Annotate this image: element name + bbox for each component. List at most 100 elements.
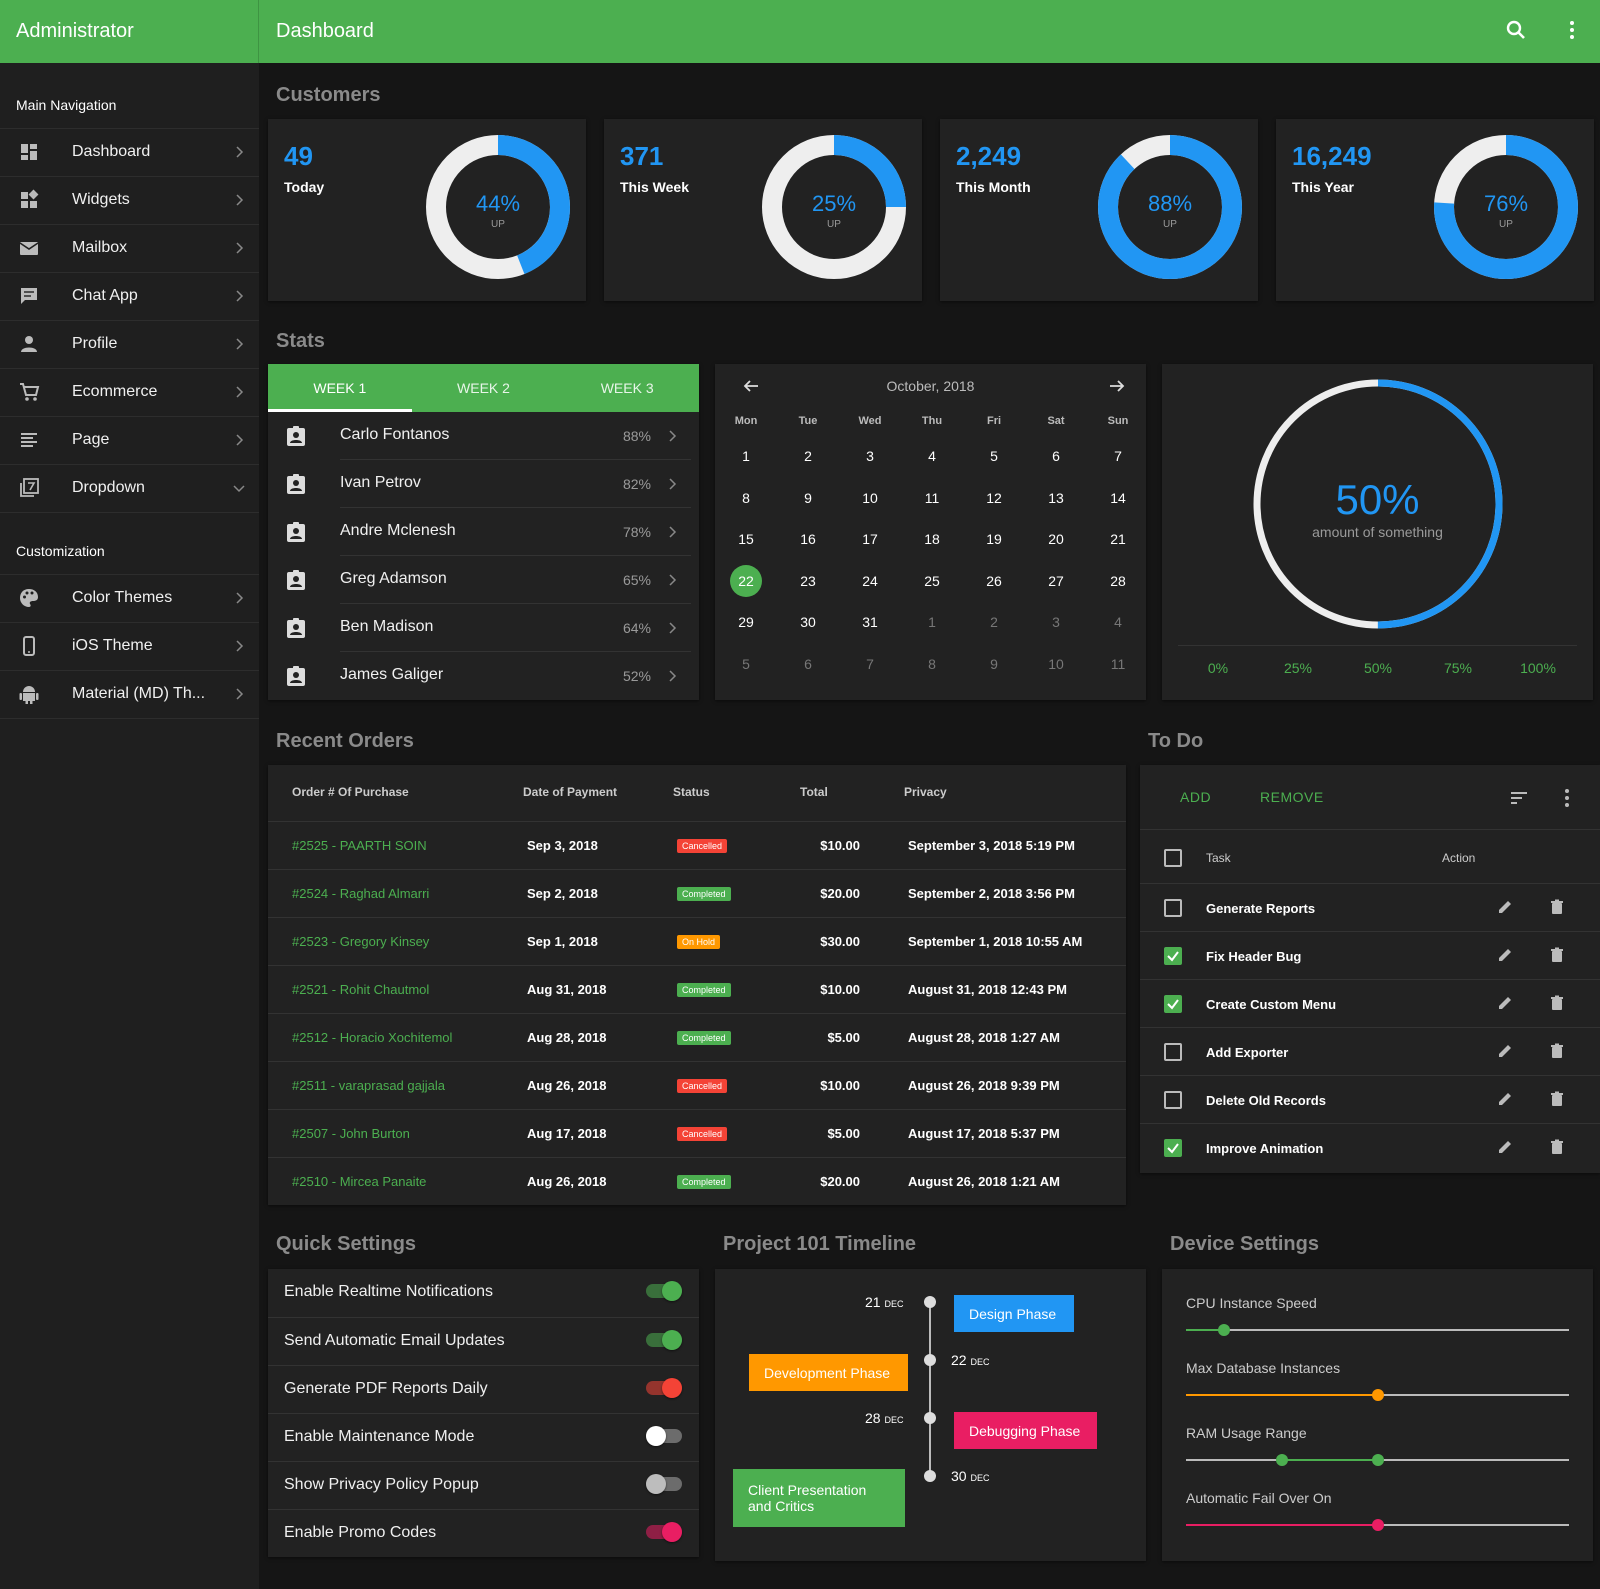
slider-thumb[interactable]	[1371, 1389, 1384, 1401]
delete-icon[interactable]	[1548, 994, 1566, 1012]
edit-icon[interactable]	[1496, 898, 1514, 916]
edit-icon[interactable]	[1496, 946, 1514, 964]
slider-automatic-fail-over-on[interactable]	[1186, 1519, 1569, 1531]
task-checkbox[interactable]	[1164, 995, 1182, 1013]
sidebar-item-page[interactable]: Page	[0, 417, 259, 465]
tab-week-1[interactable]: WEEK 1	[268, 364, 412, 412]
edit-icon[interactable]	[1496, 1042, 1514, 1060]
task-checkbox[interactable]	[1164, 899, 1182, 917]
calendar-day[interactable]: 5	[715, 648, 777, 680]
gauge-preset-button[interactable]: 75%	[1443, 660, 1473, 676]
calendar-day[interactable]: 30	[777, 606, 839, 638]
calendar-day[interactable]: 15	[715, 523, 777, 555]
list-item[interactable]: Andre Mclenesh 78%	[268, 508, 699, 556]
sidebar-item-dashboard[interactable]: Dashboard	[0, 129, 259, 177]
calendar-day[interactable]: 6	[1025, 440, 1087, 472]
calendar-day[interactable]: 9	[963, 648, 1025, 680]
slider-thumb[interactable]	[1371, 1454, 1384, 1466]
calendar-day[interactable]: 11	[901, 482, 963, 514]
sidebar-item-mailbox[interactable]: Mailbox	[0, 225, 259, 273]
delete-icon[interactable]	[1548, 1042, 1566, 1060]
calendar-day[interactable]: 3	[1025, 606, 1087, 638]
slider-thumb[interactable]	[1275, 1454, 1288, 1466]
calendar-day[interactable]: 4	[901, 440, 963, 472]
select-all-checkbox[interactable]	[1164, 849, 1182, 867]
column-header[interactable]: Status	[673, 785, 710, 799]
calendar-day[interactable]: 1	[715, 440, 777, 472]
sidebar-item-ios-theme[interactable]: iOS Theme	[0, 623, 259, 671]
edit-icon[interactable]	[1496, 994, 1514, 1012]
order-link[interactable]: #2512 - Horacio Xochitemol	[292, 1030, 453, 1045]
calendar-day[interactable]: 19	[963, 523, 1025, 555]
gauge-preset-button[interactable]: 0%	[1207, 660, 1229, 676]
list-item[interactable]: Ivan Petrov 82%	[268, 460, 699, 508]
order-link[interactable]: #2507 - John Burton	[292, 1126, 410, 1141]
order-link[interactable]: #2511 - varaprasad gajjala	[292, 1078, 445, 1093]
calendar-day[interactable]: 2	[777, 440, 839, 472]
tab-week-2[interactable]: WEEK 2	[412, 364, 556, 412]
sidebar-item-profile[interactable]: Profile	[0, 321, 259, 369]
list-item[interactable]: Greg Adamson 65%	[268, 556, 699, 604]
delete-icon[interactable]	[1548, 1090, 1566, 1108]
calendar-day[interactable]: 8	[901, 648, 963, 680]
calendar-day[interactable]: 11	[1087, 648, 1149, 680]
prev-month-icon[interactable]	[741, 376, 761, 396]
timeline-debugging-phase[interactable]: Debugging Phase	[954, 1412, 1097, 1449]
calendar-day[interactable]: 14	[1087, 482, 1149, 514]
column-header[interactable]: Total	[800, 785, 828, 799]
task-checkbox[interactable]	[1164, 1091, 1182, 1109]
calendar-day[interactable]: 29	[715, 606, 777, 638]
toggle-send-automatic-email-updates[interactable]	[646, 1330, 682, 1350]
task-checkbox[interactable]	[1164, 947, 1182, 965]
calendar-day[interactable]: 28	[1087, 565, 1149, 597]
task-checkbox[interactable]	[1164, 1043, 1182, 1061]
edit-icon[interactable]	[1496, 1090, 1514, 1108]
order-link[interactable]: #2525 - PAARTH SOIN	[292, 838, 427, 853]
order-link[interactable]: #2510 - Mircea Panaite	[292, 1174, 427, 1189]
toggle-generate-pdf-reports-daily[interactable]	[646, 1378, 682, 1398]
brand-title[interactable]: Administrator	[0, 0, 259, 63]
list-item[interactable]: James Galiger 52%	[268, 652, 699, 700]
calendar-day[interactable]: 16	[777, 523, 839, 555]
remove-button[interactable]: REMOVE	[1260, 789, 1324, 805]
delete-icon[interactable]	[1548, 946, 1566, 964]
calendar-day[interactable]: 5	[963, 440, 1025, 472]
gauge-preset-button[interactable]: 25%	[1283, 660, 1313, 676]
gauge-preset-button[interactable]: 100%	[1520, 660, 1556, 676]
slider-cpu-instance-speed[interactable]	[1186, 1324, 1569, 1336]
task-checkbox[interactable]	[1164, 1139, 1182, 1157]
order-link[interactable]: #2521 - Rohit Chautmol	[292, 982, 430, 997]
calendar-day[interactable]: 7	[1087, 440, 1149, 472]
toggle-show-privacy-policy-popup[interactable]	[646, 1474, 682, 1494]
sidebar-item-widgets[interactable]: Widgets	[0, 177, 259, 225]
calendar-day[interactable]: 21	[1087, 523, 1149, 555]
column-header[interactable]: Order # Of Purchase	[292, 785, 409, 799]
calendar-day[interactable]: 6	[777, 648, 839, 680]
column-header[interactable]: Privacy	[904, 785, 947, 799]
calendar-day[interactable]: 20	[1025, 523, 1087, 555]
calendar-day[interactable]: 12	[963, 482, 1025, 514]
calendar-day[interactable]: 4	[1087, 606, 1149, 638]
next-month-icon[interactable]	[1107, 376, 1127, 396]
calendar-day[interactable]: 3	[839, 440, 901, 472]
calendar-day[interactable]: 24	[839, 565, 901, 597]
calendar-day[interactable]: 18	[901, 523, 963, 555]
calendar-day[interactable]: 13	[1025, 482, 1087, 514]
timeline-client-presentation-and-critics[interactable]: Client Presentation and Critics	[733, 1469, 905, 1527]
sidebar-item-ecommerce[interactable]: Ecommerce	[0, 369, 259, 417]
slider-ram-usage-range[interactable]	[1186, 1454, 1569, 1466]
sidebar-item-material-md-th[interactable]: Material (MD) Th...	[0, 671, 259, 719]
delete-icon[interactable]	[1548, 898, 1566, 916]
sidebar-item-dropdown[interactable]: Dropdown	[0, 465, 259, 513]
toggle-enable-realtime-notifications[interactable]	[646, 1281, 682, 1301]
calendar-day[interactable]: 26	[963, 565, 1025, 597]
list-item[interactable]: Ben Madison 64%	[268, 604, 699, 652]
edit-icon[interactable]	[1496, 1138, 1514, 1156]
calendar-day[interactable]: 17	[839, 523, 901, 555]
calendar-day[interactable]: 9	[777, 482, 839, 514]
calendar-day[interactable]: 25	[901, 565, 963, 597]
sort-icon[interactable]	[1508, 787, 1530, 809]
calendar-day[interactable]: 27	[1025, 565, 1087, 597]
toggle-enable-maintenance-mode[interactable]	[646, 1426, 682, 1446]
calendar-day[interactable]: 7	[839, 648, 901, 680]
